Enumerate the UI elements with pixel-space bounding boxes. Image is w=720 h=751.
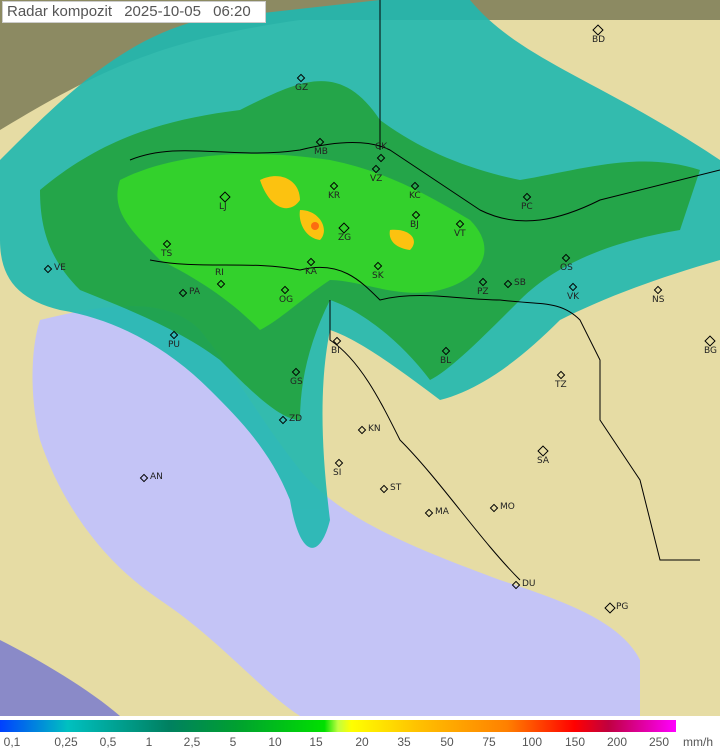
- city-label: BD: [592, 35, 606, 45]
- map-title: Radar kompozit 2025-10-05 06:20: [2, 1, 266, 23]
- legend-tick: 0,1: [3, 735, 21, 749]
- legend-tick: 0,25: [54, 735, 78, 749]
- city-label: NS: [652, 295, 665, 305]
- city-label: VZ: [370, 174, 383, 184]
- city-label: TZ: [555, 380, 567, 390]
- title-time: 06:20: [213, 3, 251, 20]
- city-label: VE: [54, 263, 66, 273]
- legend-tick: 250: [648, 735, 670, 749]
- city-label: BL: [440, 356, 452, 366]
- city-label: RI: [215, 268, 224, 278]
- legend-tick: 10: [268, 735, 282, 749]
- city-label: OG: [279, 295, 294, 305]
- city-label: TS: [161, 249, 173, 259]
- city-label: DU: [522, 579, 536, 589]
- city-label: CK: [375, 142, 388, 152]
- city-label: AN: [150, 472, 163, 482]
- legend-tick: 50: [440, 735, 454, 749]
- legend-tick: 20: [355, 735, 369, 749]
- legend-ticks: 0,1 0,25 0,5 1 2,5 5 10 15 20 35 50 75 1…: [0, 735, 720, 751]
- city-label: BI: [331, 346, 340, 356]
- city-label: PC: [521, 202, 533, 212]
- legend-tick: 5: [229, 735, 237, 749]
- city-label: OS: [560, 263, 573, 273]
- city-label: MA: [435, 507, 449, 517]
- city-label: PG: [616, 602, 629, 612]
- sea-corner: [0, 640, 120, 716]
- legend-tick: 2,5: [183, 735, 201, 749]
- city-label: PU: [168, 340, 181, 350]
- city-label: KA: [305, 267, 317, 277]
- city-label: SA: [537, 456, 550, 466]
- legend-color-bar: [0, 720, 676, 732]
- city-label: ST: [390, 483, 402, 493]
- legend-tick: 150: [564, 735, 586, 749]
- radar-map[interactable]: [0, 0, 720, 716]
- city-label: BG: [704, 346, 717, 356]
- title-date: 2025-10-05: [124, 3, 201, 20]
- city-label: ZG: [338, 233, 352, 243]
- legend-tick: 100: [521, 735, 543, 749]
- city-label: SK: [372, 271, 384, 281]
- city-label: SB: [514, 278, 526, 288]
- legend-tick: 0,5: [99, 735, 117, 749]
- city-label: GS: [290, 377, 303, 387]
- city-label: PA: [189, 287, 201, 297]
- city-label: PZ: [477, 287, 489, 297]
- city-label: LJ: [219, 202, 227, 212]
- radar-echoes: [0, 0, 720, 548]
- city-label: KR: [328, 191, 341, 201]
- city-label: KN: [368, 424, 381, 434]
- legend-tick: 15: [309, 735, 323, 749]
- legend-tick: 35: [397, 735, 411, 749]
- legend-unit: mm/h: [683, 735, 713, 749]
- city-label: MO: [500, 502, 515, 512]
- city-label: VT: [454, 229, 466, 239]
- city-label: KC: [409, 191, 421, 201]
- city-label: VK: [567, 292, 580, 302]
- city-label: SI: [333, 468, 342, 478]
- borders: [129, 0, 720, 581]
- sea-adriatic: [32, 306, 640, 716]
- legend-tick: 200: [606, 735, 628, 749]
- city-label: GZ: [295, 83, 309, 93]
- title-text: Radar kompozit: [7, 3, 113, 20]
- city-label: MB: [314, 147, 328, 157]
- city-label: ZD: [289, 414, 303, 424]
- legend-tick: 1: [145, 735, 153, 749]
- city-label: BJ: [410, 220, 419, 230]
- legend-tick: 75: [482, 735, 496, 749]
